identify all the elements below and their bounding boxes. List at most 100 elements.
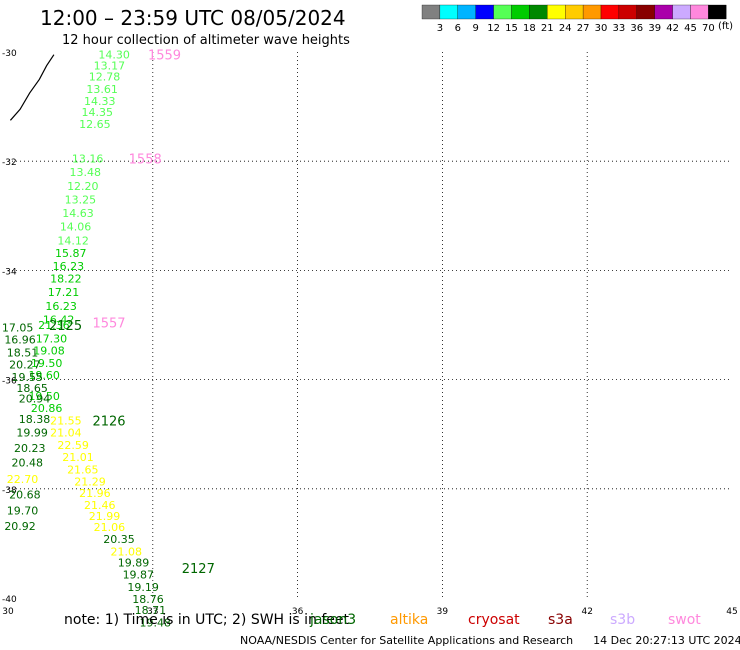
wave-height-point: 20.94 <box>19 393 51 406</box>
color-scale-swatch <box>511 4 530 20</box>
wave-height-point: 21.46 <box>84 499 116 512</box>
color-scale-label: 9 <box>473 23 479 34</box>
color-scale-label: 12 <box>487 23 500 34</box>
color-scale-swatch <box>421 4 441 20</box>
wave-height-point: 21.01 <box>62 451 94 464</box>
color-scale-swatch <box>708 4 727 20</box>
color-scale-label: 36 <box>630 23 643 34</box>
color-scale-label: 24 <box>559 23 572 34</box>
color-scale-label: 3 <box>437 23 443 34</box>
wave-height-point: 20.35 <box>103 533 135 546</box>
wave-height-point: 19.89 <box>118 557 150 570</box>
satellite-legend-altika: altika <box>390 612 429 628</box>
y-tick-label: -38 <box>2 486 17 496</box>
wave-height-point: 15.87 <box>55 247 87 260</box>
color-scale-swatch <box>529 4 548 20</box>
color-scale-label: 39 <box>648 23 661 34</box>
color-scale-swatch <box>439 4 458 20</box>
coastline <box>9 54 55 121</box>
color-scale-swatch <box>618 4 637 20</box>
color-scale-label: 42 <box>666 23 679 34</box>
wave-height-point: 13.25 <box>65 193 97 206</box>
x-tick-label: 45 <box>726 607 737 617</box>
wave-height-point: 20.27 <box>9 358 41 371</box>
wave-height-point: 20.86 <box>31 402 63 415</box>
wave-height-point: 19.55 <box>12 371 44 384</box>
wave-height-point: 16.23 <box>45 300 77 313</box>
color-scale-swatch <box>475 4 494 20</box>
color-scale-label: 70 <box>702 23 715 34</box>
wave-height-point: 17.30 <box>36 333 68 346</box>
y-tick-label: -36 <box>2 377 17 387</box>
y-tick-label: -40 <box>2 595 17 605</box>
color-scale-swatch <box>672 4 691 20</box>
y-tick-label: -34 <box>2 267 17 277</box>
wave-height-point: 12.20 <box>67 180 99 193</box>
wave-height-point: 21.65 <box>67 464 99 477</box>
color-scale-label: 27 <box>577 23 590 34</box>
footer-org: NOAA/NESDIS Center for Satellite Applica… <box>240 634 574 647</box>
satellite-legend-s3b: s3b <box>610 612 636 628</box>
color-scale-label: 30 <box>595 23 608 34</box>
satellite-legend-s3a: s3a <box>548 612 573 628</box>
wave-height-point: 18.51 <box>7 346 39 359</box>
wave-height-point: 16.96 <box>4 334 36 347</box>
wave-height-point: 19.99 <box>16 427 48 440</box>
wave-height-point: 16.23 <box>53 260 85 273</box>
x-tick-label: 36 <box>292 607 304 617</box>
wave-height-point: 22.70 <box>7 473 39 486</box>
track-label: 2127 <box>182 562 215 577</box>
wave-height-point: 14.35 <box>82 106 114 119</box>
color-scale-swatch <box>636 4 655 20</box>
note-text: note: 1) Time is in UTC; 2) SWH is in fe… <box>64 612 350 628</box>
color-scale-label: 18 <box>523 23 536 34</box>
track-label: 2125 <box>49 319 82 334</box>
wave-height-point: 19.87 <box>123 569 155 582</box>
wave-height-point: 20.92 <box>4 520 36 533</box>
wave-height-point: 19.19 <box>127 581 159 594</box>
color-scale-swatch <box>493 4 512 20</box>
wave-height-point: 12.65 <box>79 118 111 131</box>
color-scale-label: 15 <box>505 23 518 34</box>
wave-height-point: 16.42 <box>43 314 75 327</box>
footer: NOAA/NESDIS Center for Satellite Applica… <box>240 634 740 647</box>
color-scale-swatch <box>690 4 709 20</box>
color-scale-label: 33 <box>613 23 626 34</box>
track-label: 2126 <box>92 415 125 430</box>
wave-height-point: 14.63 <box>62 207 94 220</box>
wave-height-point: 14.30 <box>98 49 130 62</box>
wave-height-point: 19.50 <box>31 357 63 370</box>
track-label: 1557 <box>92 316 125 331</box>
color-scale-swatch <box>654 4 673 20</box>
wave-height-point: 18.76 <box>132 593 164 606</box>
chart-subtitle: 12 hour collection of altimeter wave hei… <box>62 33 350 48</box>
wave-height-point: 12.78 <box>89 71 121 84</box>
wave-height-point: 17.21 <box>48 286 80 299</box>
x-tick-label: 39 <box>437 607 449 617</box>
x-tick-label: 33 <box>147 607 158 617</box>
wave-height-point: 18.38 <box>19 413 51 426</box>
wave-height-point: 17.05 <box>2 322 34 335</box>
wave-height-point: 20.23 <box>14 442 46 455</box>
satellite-legend-swot: swot <box>668 612 701 628</box>
wave-height-point: 21.06 <box>94 521 126 534</box>
x-tick-label: 42 <box>581 607 592 617</box>
color-scale-label: 45 <box>684 23 697 34</box>
wave-height-point: 22.59 <box>57 439 89 452</box>
wave-height-point: 19.60 <box>28 369 60 382</box>
wave-height-point: 19.08 <box>33 345 65 358</box>
wave-height-point: 14.12 <box>57 234 89 247</box>
color-scale-swatch <box>565 4 584 20</box>
footer-timestamp: 14 Dec 20:27:13 UTC 2024 <box>593 634 740 647</box>
wave-height-point: 21.29 <box>74 476 106 489</box>
color-scale-label: 6 <box>455 23 461 34</box>
wave-height-point: 13.48 <box>69 166 101 179</box>
color-scale-swatch <box>600 4 620 20</box>
wave-height-point: 21.36 <box>38 319 70 332</box>
color-scale-swatch <box>457 4 476 20</box>
x-tick-label: 30 <box>2 607 14 617</box>
wave-height-point: 18.22 <box>50 273 82 286</box>
wave-height-point: 13.16 <box>72 152 104 165</box>
wave-height-point: 19.70 <box>7 505 39 518</box>
